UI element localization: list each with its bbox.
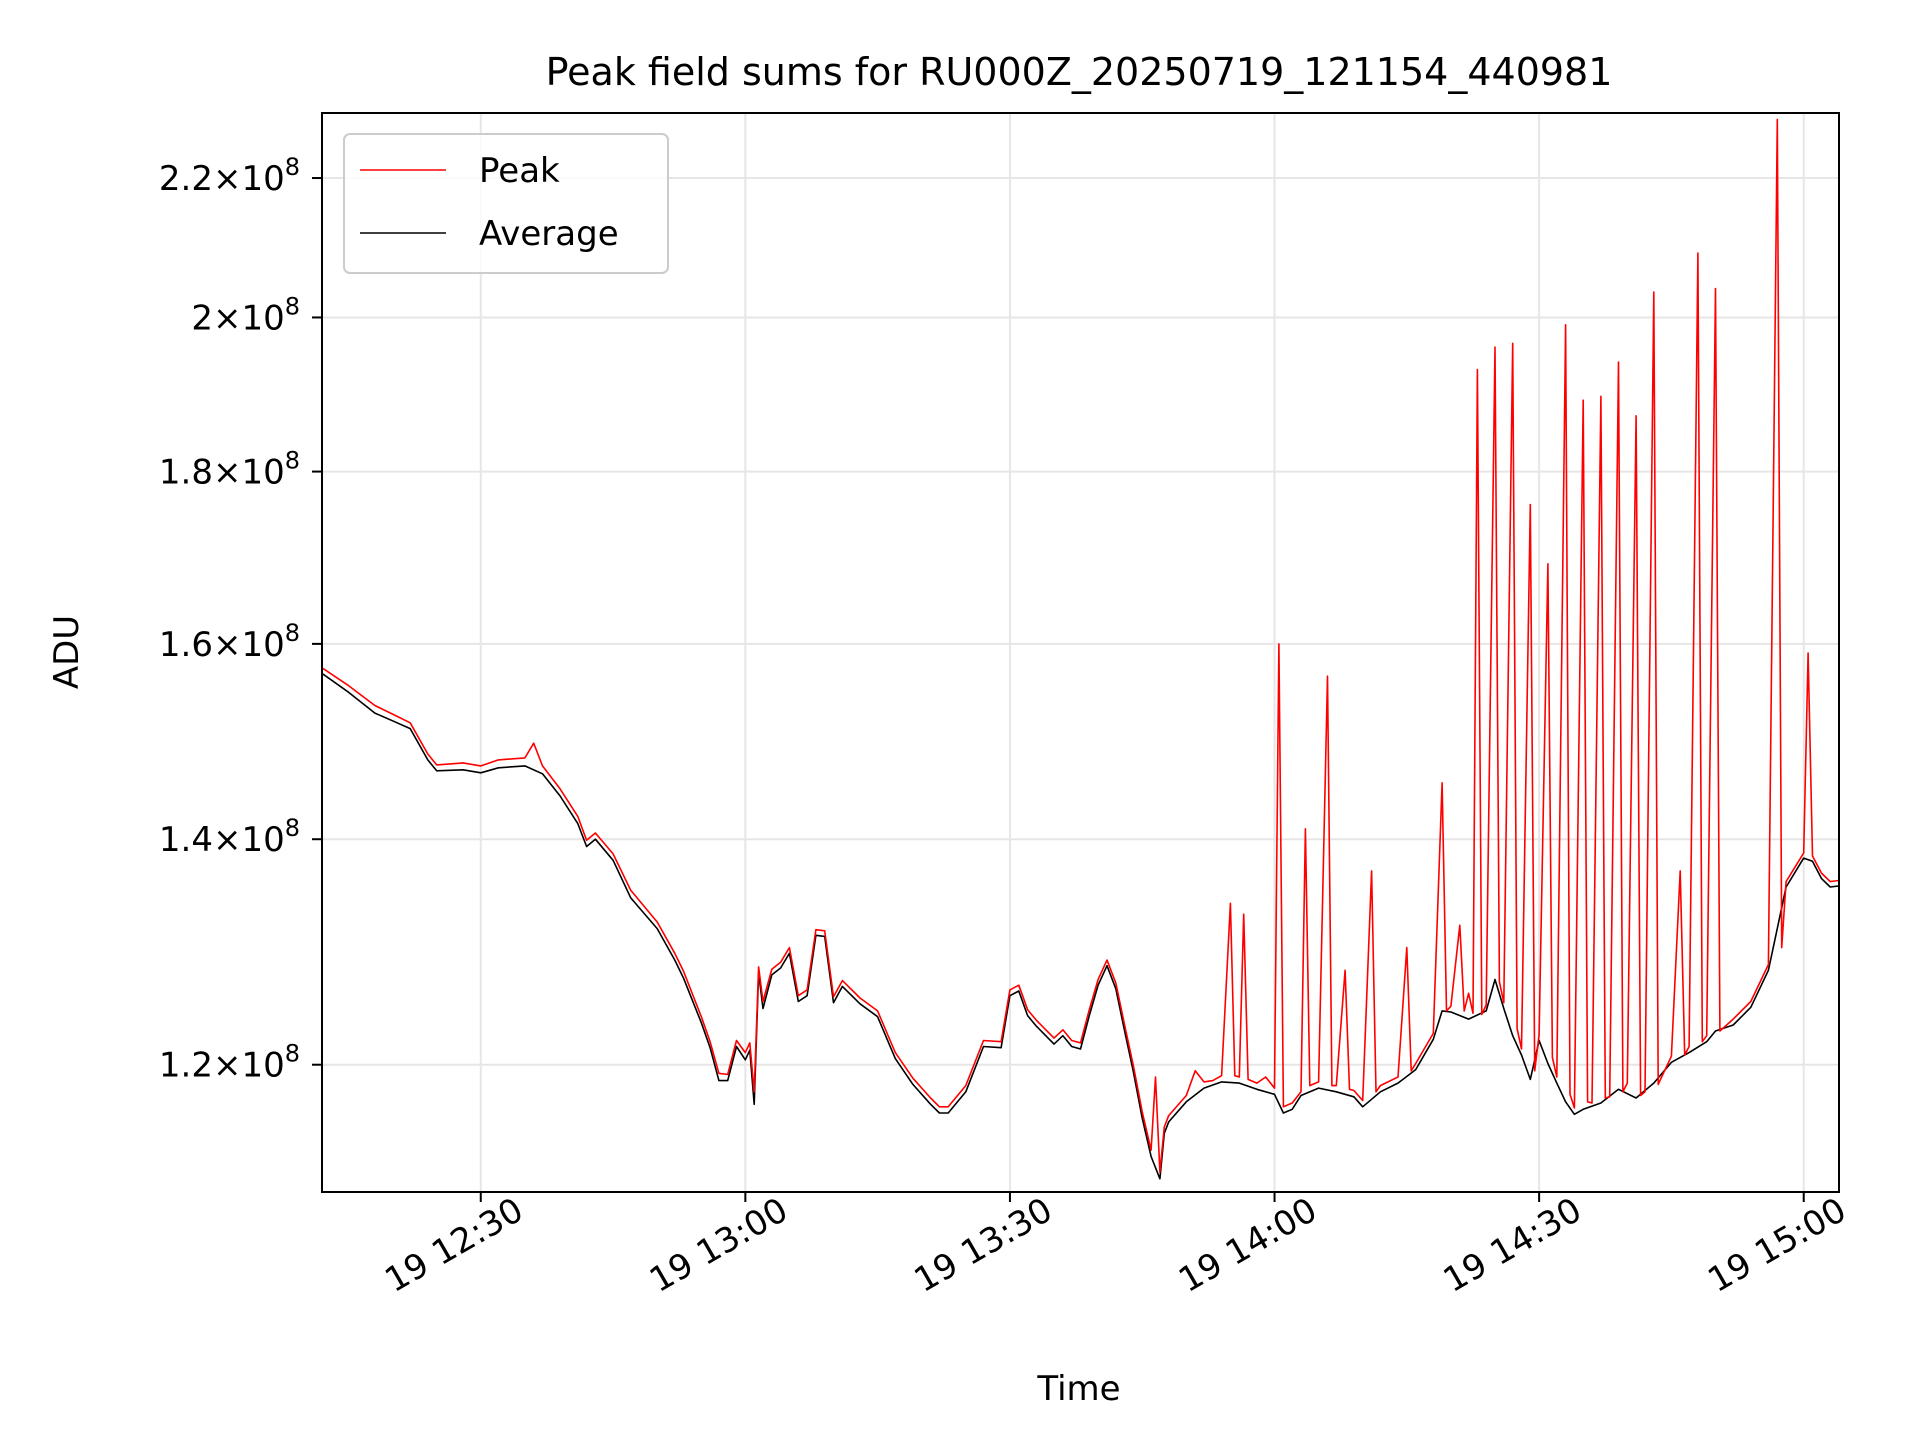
- y-tick-times: ×10: [213, 820, 285, 860]
- y-tick-times: ×10: [213, 1046, 285, 1086]
- y-tick-mantissa: 2: [191, 298, 213, 338]
- y-tick-label: 1.2×108: [159, 1040, 300, 1086]
- plot-frame: [321, 112, 1840, 1193]
- y-tick-exponent: 8: [285, 153, 300, 181]
- legend: Peak Average: [343, 133, 669, 274]
- y-tick-exponent: 8: [285, 292, 300, 320]
- y-tick-label: 2.2×108: [159, 153, 300, 199]
- legend-label-peak: Peak: [479, 151, 560, 191]
- y-tick-label: 2×108: [191, 292, 300, 338]
- series-line-average: [322, 672, 1839, 1180]
- y-tick-exponent: 8: [285, 1040, 300, 1068]
- y-tick-label: 1.6×108: [159, 619, 300, 665]
- y-tick-label: 1.4×108: [159, 814, 300, 860]
- chart-title: Peak field sums for RU000Z_20250719_1211…: [546, 50, 1613, 94]
- series-line-peak: [322, 118, 1839, 1173]
- y-tick-exponent: 8: [285, 619, 300, 647]
- y-tick-label: 1.8×108: [159, 447, 300, 493]
- y-tick-mantissa: 1.4: [159, 820, 213, 860]
- y-tick-exponent: 8: [285, 814, 300, 842]
- legend-box: [343, 133, 669, 274]
- legend-label-average: Average: [479, 214, 619, 254]
- y-tick-times: ×10: [213, 453, 285, 493]
- y-tick-mantissa: 1.2: [159, 1046, 213, 1086]
- grid: [322, 113, 1839, 1192]
- y-tick-times: ×10: [213, 625, 285, 665]
- y-tick-mantissa: 1.8: [159, 453, 213, 493]
- y-axis-label: ADU: [47, 615, 87, 689]
- series-layer: [322, 118, 1839, 1180]
- y-tick-times: ×10: [213, 159, 285, 199]
- x-axis-label: Time: [1036, 1369, 1120, 1409]
- y-tick-times: ×10: [213, 298, 285, 338]
- y-tick-exponent: 8: [285, 447, 300, 475]
- y-tick-mantissa: 1.6: [159, 625, 213, 665]
- y-tick-mantissa: 2.2: [159, 159, 213, 199]
